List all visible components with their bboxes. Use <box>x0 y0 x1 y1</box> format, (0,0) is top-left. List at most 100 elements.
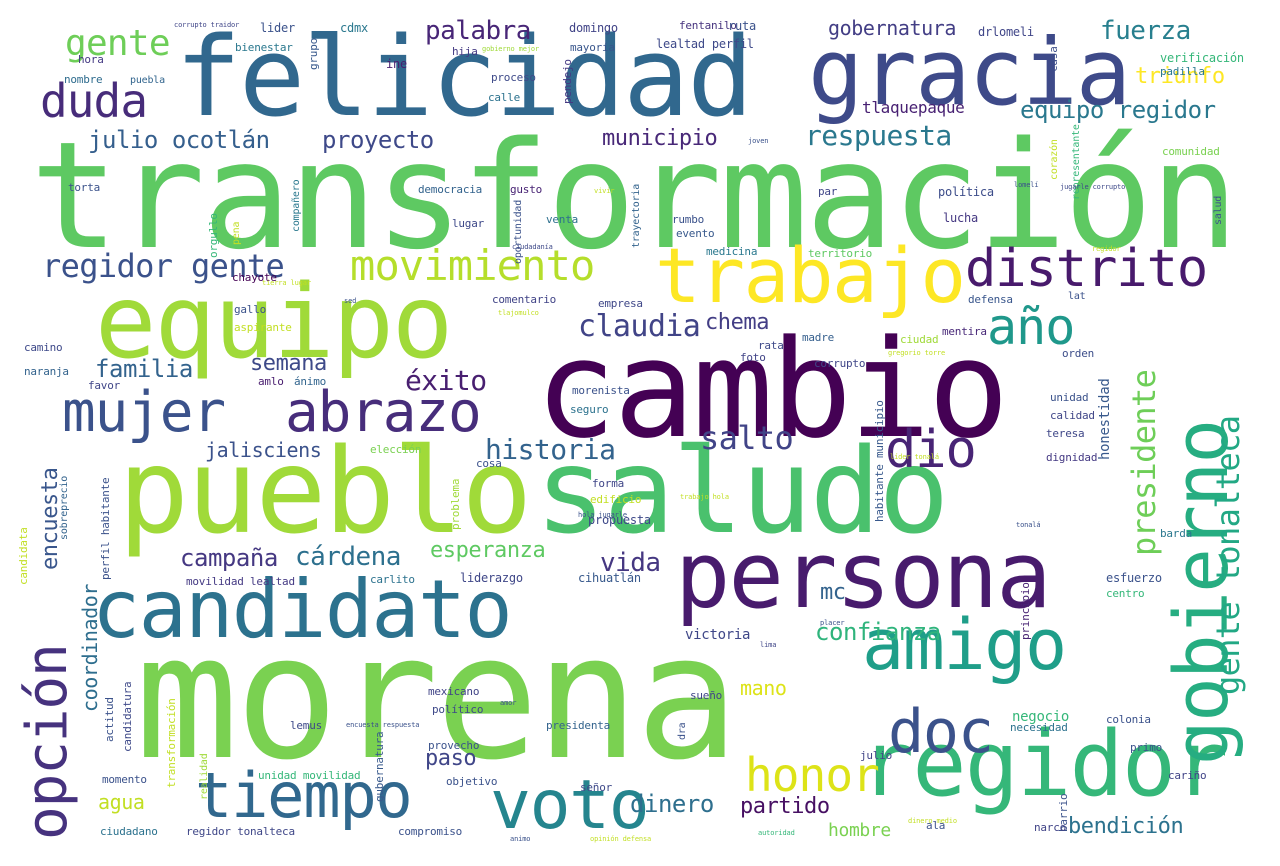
word: triunfo <box>1135 64 1225 89</box>
word: oportunidad <box>513 199 524 264</box>
word: persona <box>675 522 1052 629</box>
word: foto <box>740 351 766 364</box>
word: regidor <box>860 712 1229 817</box>
word: trabajo <box>655 231 966 320</box>
word: cosa <box>476 457 502 470</box>
word: dignidad <box>1046 451 1098 464</box>
word: amlo <box>258 375 284 388</box>
word: duda <box>40 74 148 128</box>
word: defensa <box>968 293 1013 306</box>
word: ciudadano <box>100 825 158 838</box>
word: joven <box>748 137 769 145</box>
word: señor <box>580 781 613 794</box>
word: liderazgo <box>460 571 523 585</box>
word: naranja <box>24 365 69 378</box>
word: ciudadanía <box>512 243 553 251</box>
word: tlaquepaque <box>862 98 965 117</box>
word: regidor tonalteca <box>186 825 295 838</box>
word: momento <box>102 773 147 786</box>
word: cariño <box>1168 769 1207 782</box>
word: abrazo <box>285 380 482 445</box>
word: dio <box>885 420 977 480</box>
word: tierra lugar <box>262 279 311 287</box>
word: puebla <box>130 75 165 86</box>
word: pueblo <box>118 422 532 560</box>
word: chema <box>705 310 770 335</box>
word: gregorio torre <box>888 349 946 357</box>
word: ruta <box>728 19 756 33</box>
word: paso <box>425 746 477 771</box>
word: candidatura <box>121 681 134 752</box>
word: ine <box>386 57 407 71</box>
word: hombre <box>828 820 891 841</box>
word: unidad <box>1050 391 1089 404</box>
word: objetivo <box>446 775 498 788</box>
word: regidor gente <box>42 247 285 285</box>
word: sed <box>344 297 357 305</box>
word: municipio <box>602 126 718 151</box>
word: jugarle corrupto <box>1060 183 1126 191</box>
word: presidenta <box>546 719 611 732</box>
word: bienestar <box>235 41 293 54</box>
word: partido <box>740 794 830 819</box>
word: orden <box>1062 347 1095 360</box>
word: opción <box>15 644 80 840</box>
word: mexicano <box>428 685 480 698</box>
word: pena <box>231 221 242 245</box>
word: comunidad <box>1162 145 1220 158</box>
word: candidato <box>92 563 513 656</box>
word: trayectoria <box>631 183 642 248</box>
word: provecho <box>428 739 480 752</box>
word: victoria <box>685 627 751 643</box>
word: gusto <box>510 183 543 196</box>
word: amigo <box>862 604 1067 686</box>
word: cárdena <box>295 542 401 572</box>
word: necesidad <box>1010 721 1068 734</box>
word: democracia <box>418 183 483 196</box>
word: honestidad <box>1097 378 1113 461</box>
word: empresa <box>598 297 643 310</box>
word: padilla <box>1160 65 1205 78</box>
word: esfuerzo <box>1106 571 1162 585</box>
word: compañero <box>291 179 302 232</box>
word: vida <box>600 548 661 578</box>
word: cihuatlán <box>578 571 641 585</box>
word: lider <box>260 21 295 35</box>
word: problema <box>449 478 462 530</box>
word: equipo <box>95 263 453 382</box>
word: amor <box>500 699 517 707</box>
word: par <box>818 185 838 198</box>
word: orgullo <box>207 213 220 258</box>
word: voto <box>490 766 650 845</box>
word: gobierno mejor <box>482 45 540 53</box>
word: drlomeli <box>978 25 1034 39</box>
word: política <box>938 185 994 199</box>
word: morena <box>135 597 739 798</box>
word: regidor <box>1092 245 1121 253</box>
word: gallo <box>234 303 267 316</box>
word: líder tonalá <box>890 453 939 461</box>
word: elección <box>370 443 422 456</box>
word: fuerza <box>1100 16 1191 46</box>
word: esperanza <box>430 538 546 563</box>
word: aspirante <box>234 321 292 334</box>
word: morenista <box>572 384 630 397</box>
word: agua <box>98 790 145 814</box>
word: habitante municipio <box>873 400 886 522</box>
word: verificación <box>1160 51 1244 65</box>
word: respuesta <box>805 119 952 152</box>
word: cdmx <box>340 21 368 35</box>
word: tonalá <box>1016 521 1041 529</box>
word: mc <box>820 580 846 605</box>
word: torta <box>68 181 101 194</box>
word: campaña <box>180 544 278 572</box>
word: político <box>432 703 484 716</box>
word: sueño <box>690 689 723 702</box>
word: salud <box>1213 195 1224 225</box>
word: rumbo <box>672 213 705 226</box>
word: madre <box>802 331 835 344</box>
word: movimiento <box>350 241 595 290</box>
word: mayoría <box>570 41 615 54</box>
word: bendición <box>1068 814 1184 839</box>
word: proyecto <box>322 126 434 154</box>
